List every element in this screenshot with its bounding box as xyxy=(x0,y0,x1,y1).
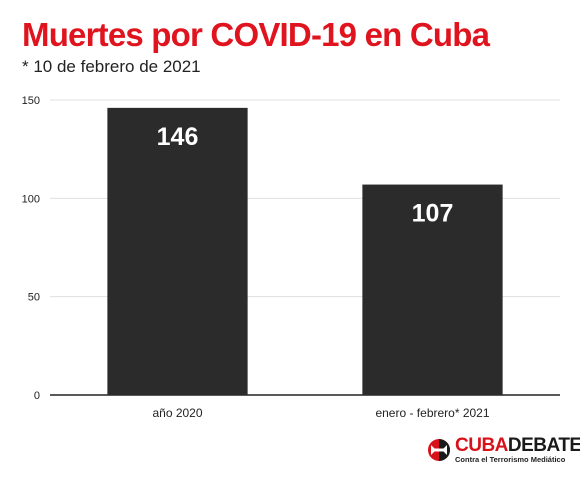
data-label: 107 xyxy=(412,200,454,228)
logo-emblem-icon xyxy=(428,439,450,461)
y-tick-label: 50 xyxy=(28,292,40,304)
y-tick-label: 0 xyxy=(34,390,40,402)
bar xyxy=(362,184,503,395)
chart-title: Muertes por COVID-19 en Cuba xyxy=(22,16,490,53)
logo-wordmark: CUBADEBATE xyxy=(455,435,580,456)
cubadebate-logo: CUBADEBATE Contra el Terrorismo Mediátic… xyxy=(427,436,580,466)
bar-chart: 0 50 100 150 146 año 2020 107 enero - febrero* … xyxy=(22,95,560,420)
data-label: 146 xyxy=(157,123,199,151)
x-tick-label: año 2020 xyxy=(152,406,202,420)
x-tick-label: enero - febrero* 2021 xyxy=(375,406,489,420)
chart-subtitle: * 10 de febrero de 2021 xyxy=(22,57,201,76)
y-tick-label: 150 xyxy=(22,95,40,107)
logo-tagline: Contra el Terrorismo Mediático xyxy=(455,455,566,464)
y-tick-label: 100 xyxy=(22,193,40,205)
bar xyxy=(107,107,248,395)
